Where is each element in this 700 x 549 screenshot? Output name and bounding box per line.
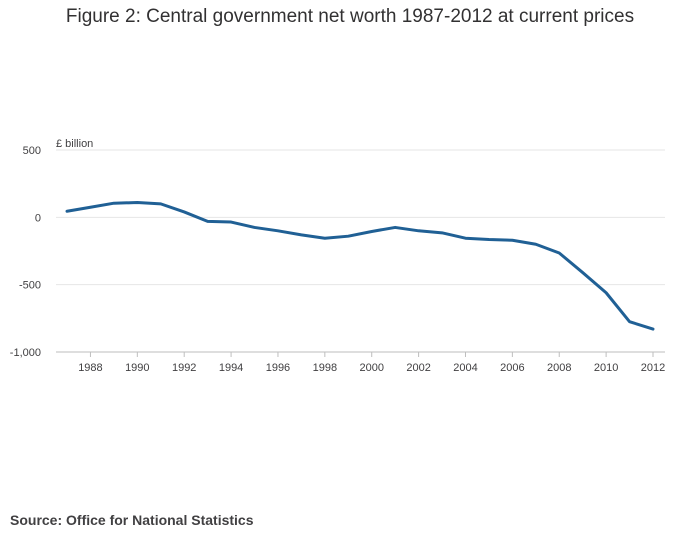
data-point[interactable]: [461, 234, 469, 242]
data-point[interactable]: [579, 269, 587, 277]
data-point[interactable]: [391, 223, 399, 231]
x-tick-label: 1998: [313, 362, 337, 374]
x-tick-label: 2012: [641, 362, 665, 374]
x-tick-label: 2010: [594, 362, 618, 374]
data-point[interactable]: [555, 249, 563, 257]
data-point[interactable]: [415, 227, 423, 235]
x-tick-label: 2008: [547, 362, 571, 374]
data-point[interactable]: [321, 234, 329, 242]
x-tick-label: 1992: [172, 362, 196, 374]
chart-title: Figure 2: Central government net worth 1…: [65, 6, 635, 27]
data-point[interactable]: [649, 325, 657, 333]
data-point[interactable]: [532, 240, 540, 248]
data-point[interactable]: [297, 231, 305, 239]
data-point[interactable]: [508, 236, 516, 244]
data-point[interactable]: [227, 218, 235, 226]
x-tick-label: 2002: [406, 362, 430, 374]
data-point[interactable]: [485, 236, 493, 244]
x-tick-label: 2000: [359, 362, 383, 374]
data-point[interactable]: [602, 289, 610, 297]
x-tick-label: 1996: [266, 362, 290, 374]
source-note: Source: Office for National Statistics: [10, 512, 254, 528]
y-tick-label: -1,000: [10, 347, 41, 359]
x-tick-label: 1990: [125, 362, 149, 374]
data-point[interactable]: [86, 203, 94, 211]
data-point[interactable]: [368, 227, 376, 235]
x-tick-label: 2004: [453, 362, 477, 374]
data-point[interactable]: [438, 229, 446, 237]
data-point[interactable]: [204, 217, 212, 225]
y-tick-label: 0: [35, 212, 41, 224]
data-point[interactable]: [251, 223, 259, 231]
y-tick-label: -500: [19, 280, 41, 292]
x-tick-label: 1994: [219, 362, 243, 374]
data-point[interactable]: [274, 227, 282, 235]
x-tick-label: 1988: [78, 362, 102, 374]
data-point[interactable]: [626, 318, 634, 326]
data-point[interactable]: [157, 200, 165, 208]
data-point[interactable]: [63, 207, 71, 215]
data-point[interactable]: [344, 232, 352, 240]
y-tick-label: 500: [23, 145, 41, 157]
y-axis-unit-label: £ billion: [56, 138, 93, 150]
data-point[interactable]: [110, 199, 118, 207]
series-line: [65, 201, 655, 331]
data-point[interactable]: [180, 208, 188, 216]
data-point[interactable]: [133, 199, 141, 207]
x-tick-label: 2006: [500, 362, 524, 374]
